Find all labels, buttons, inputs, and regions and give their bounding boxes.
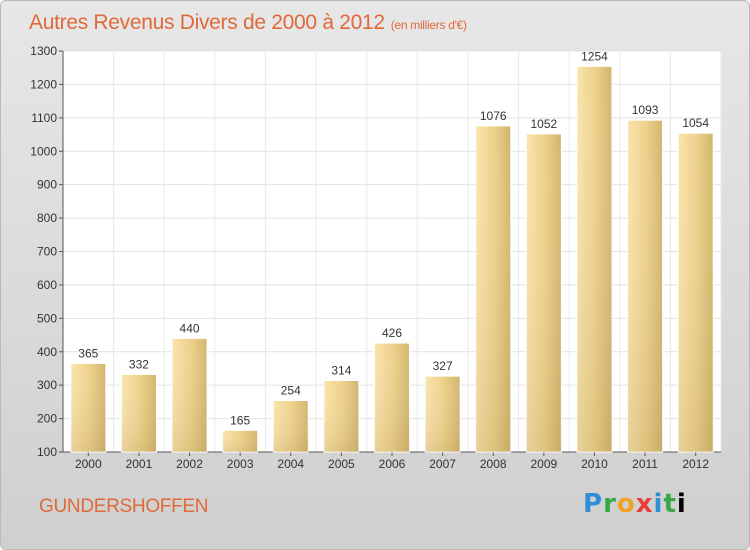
y-tick-label: 900 <box>37 178 57 192</box>
logo-letter: t <box>663 489 677 519</box>
proxiti-logo: Proxiti <box>583 489 687 519</box>
bar-shade <box>526 133 562 452</box>
logo-letter: o <box>616 489 636 519</box>
data-label: 327 <box>433 359 453 373</box>
bar-shade <box>678 133 714 452</box>
bar-shade <box>273 400 309 452</box>
x-tick-label: 2011 <box>632 457 658 471</box>
data-label: 1054 <box>682 116 709 130</box>
bar-shade <box>374 343 410 452</box>
y-tick-label: 1300 <box>30 44 57 58</box>
bar-shade <box>475 125 511 452</box>
bar-shade <box>627 120 663 453</box>
bar-shade <box>576 66 612 452</box>
data-label: 426 <box>382 326 402 340</box>
y-tick-label: 500 <box>37 311 57 325</box>
y-tick-label: 700 <box>37 245 57 259</box>
bar-shade <box>323 380 359 452</box>
data-label: 365 <box>78 346 98 360</box>
label-layer: 365 332 440 165 254 314 426 327 1076 1052 1254 1093… <box>78 49 709 427</box>
y-tick-label: 400 <box>37 345 57 359</box>
data-label: 165 <box>230 413 250 427</box>
bar-shade <box>121 374 157 452</box>
y-tick-label: 200 <box>37 412 57 426</box>
x-tick-label: 2004 <box>277 457 304 471</box>
bar-shade <box>425 376 461 452</box>
chart-title: Autres Revenus Divers de 2000 à 2012 (en … <box>29 11 467 35</box>
x-tick-label: 2009 <box>530 457 557 471</box>
y-tick-label: 600 <box>37 278 57 292</box>
x-tick-label: 2002 <box>176 457 203 471</box>
data-label: 314 <box>331 363 351 377</box>
x-tick-label: 2006 <box>379 457 406 471</box>
data-label: 1076 <box>480 109 507 123</box>
data-label: 332 <box>129 357 149 371</box>
axis-layer: 100 200 300 400 500 600 700 800 900 1000 1100 1200 1… <box>30 44 721 471</box>
logo-letter: P <box>583 489 604 519</box>
x-tick-label: 2001 <box>126 457 153 471</box>
logo-letter: x <box>635 489 654 519</box>
logo-letter: i <box>676 489 687 519</box>
y-tick-label: 300 <box>37 378 57 392</box>
bar-shade <box>70 363 106 452</box>
x-tick-label: 2005 <box>328 457 355 471</box>
x-tick-label: 2000 <box>75 457 102 471</box>
location-name: GUNDERSHOFFEN <box>39 496 209 517</box>
data-label: 1093 <box>632 103 659 117</box>
bar-layer <box>70 65 714 453</box>
chart-title-text: Autres Revenus Divers de 2000 à 2012 <box>29 11 385 34</box>
chart-subtitle: (en milliers d'€) <box>390 18 467 32</box>
x-tick-label: 2010 <box>581 457 608 471</box>
x-tick-label: 2007 <box>429 457 456 471</box>
data-label: 254 <box>281 384 301 398</box>
y-tick-label: 1000 <box>30 144 57 158</box>
x-tick-label: 2012 <box>682 457 709 471</box>
data-label: 1052 <box>530 117 557 131</box>
bar-shade <box>222 430 258 452</box>
bar-shade <box>172 338 208 452</box>
y-tick-label: 100 <box>37 445 57 459</box>
y-tick-label: 1200 <box>30 77 57 91</box>
data-label: 1254 <box>581 49 608 63</box>
y-tick-label: 1100 <box>31 111 57 125</box>
y-tick-label: 800 <box>37 211 57 225</box>
x-tick-label: 2008 <box>480 457 507 471</box>
logo-letter: r <box>603 489 617 519</box>
data-label: 440 <box>180 321 200 335</box>
x-tick-label: 2003 <box>227 457 254 471</box>
logo-letter: i <box>653 489 664 519</box>
